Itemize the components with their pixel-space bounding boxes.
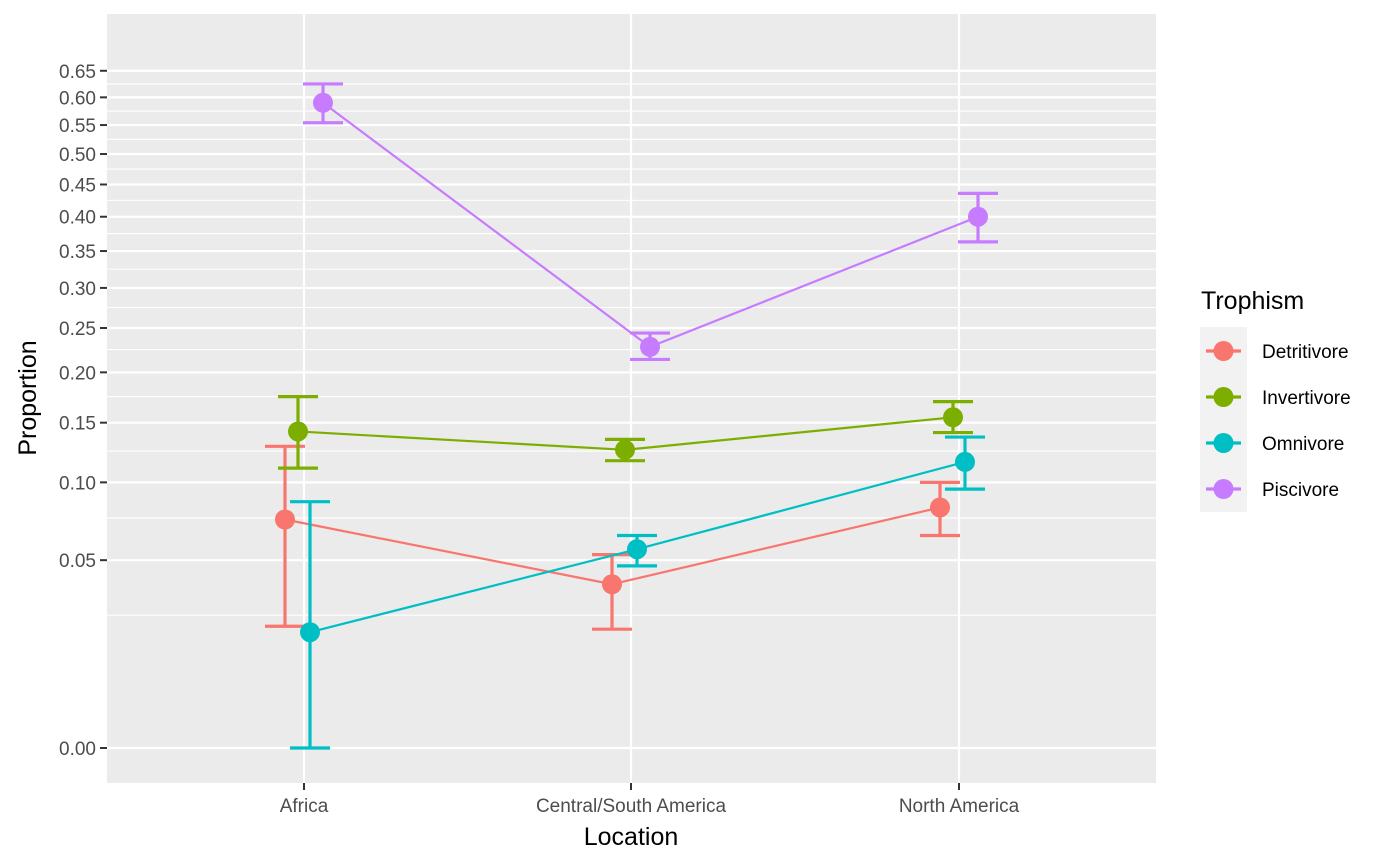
data-point: [313, 92, 333, 113]
data-point: [602, 574, 622, 595]
y-tick-label: 0.20: [59, 363, 96, 384]
major-gridlines: [107, 14, 1156, 783]
legend-key-point: [1213, 479, 1234, 499]
x-axis-title: Location: [584, 823, 679, 851]
legend-title: Trophism: [1201, 287, 1304, 315]
y-tick-label: 0.35: [59, 242, 96, 263]
y-tick-label: 0.00: [59, 739, 96, 760]
legend-label: Omnivore: [1262, 434, 1344, 455]
y-axis: 0.00 0.05 0.10 0.15 0.20 0.25 0.30 0.35 0.40 0.45…: [59, 62, 107, 760]
legend-label: Invertivore: [1262, 388, 1351, 409]
y-tick-label: 0.15: [59, 414, 96, 435]
data-point: [300, 622, 320, 643]
legend-label: Detritivore: [1262, 342, 1349, 363]
data-point: [943, 407, 963, 428]
legend: Trophism Detritivore Invertivore Omnivore P…: [1200, 287, 1351, 512]
data-point: [615, 439, 635, 460]
series-layer: [265, 82, 998, 750]
data-point: [955, 451, 975, 472]
y-tick-label: 0.45: [59, 176, 96, 197]
legend-key-point: [1213, 433, 1234, 453]
legend-item-detritivore: Detritivore: [1206, 341, 1349, 363]
legend-key-point: [1213, 387, 1234, 407]
data-point: [627, 539, 647, 560]
y-tick-label: 0.60: [59, 88, 96, 109]
y-tick-label: 0.10: [59, 473, 96, 494]
x-tick-label: Africa: [280, 796, 329, 817]
x-axis: Africa Central/South America North America: [280, 783, 1020, 817]
y-tick-label: 0.30: [59, 279, 96, 300]
x-tick-label: North America: [899, 796, 1020, 817]
legend-label: Piscivore: [1262, 480, 1339, 501]
legend-key-point: [1213, 341, 1234, 361]
legend-item-piscivore: Piscivore: [1206, 479, 1339, 501]
legend-item-omnivore: Omnivore: [1206, 433, 1344, 455]
y-axis-title: Proportion: [14, 340, 42, 455]
data-point: [930, 497, 950, 518]
data-point: [288, 421, 308, 442]
y-tick-label: 0.65: [59, 62, 96, 83]
y-tick-label: 0.55: [59, 116, 96, 137]
data-point: [968, 206, 988, 227]
y-tick-label: 0.40: [59, 208, 96, 229]
data-point: [275, 509, 295, 530]
legend-items: Detritivore Invertivore Omnivore Piscivore: [1206, 341, 1351, 501]
x-tick-label: Central/South America: [536, 796, 727, 817]
legend-item-invertivore: Invertivore: [1206, 387, 1351, 409]
y-tick-label: 0.50: [59, 145, 96, 166]
data-point: [640, 336, 660, 357]
y-tick-label: 0.05: [59, 551, 96, 572]
y-tick-label: 0.25: [59, 319, 96, 340]
